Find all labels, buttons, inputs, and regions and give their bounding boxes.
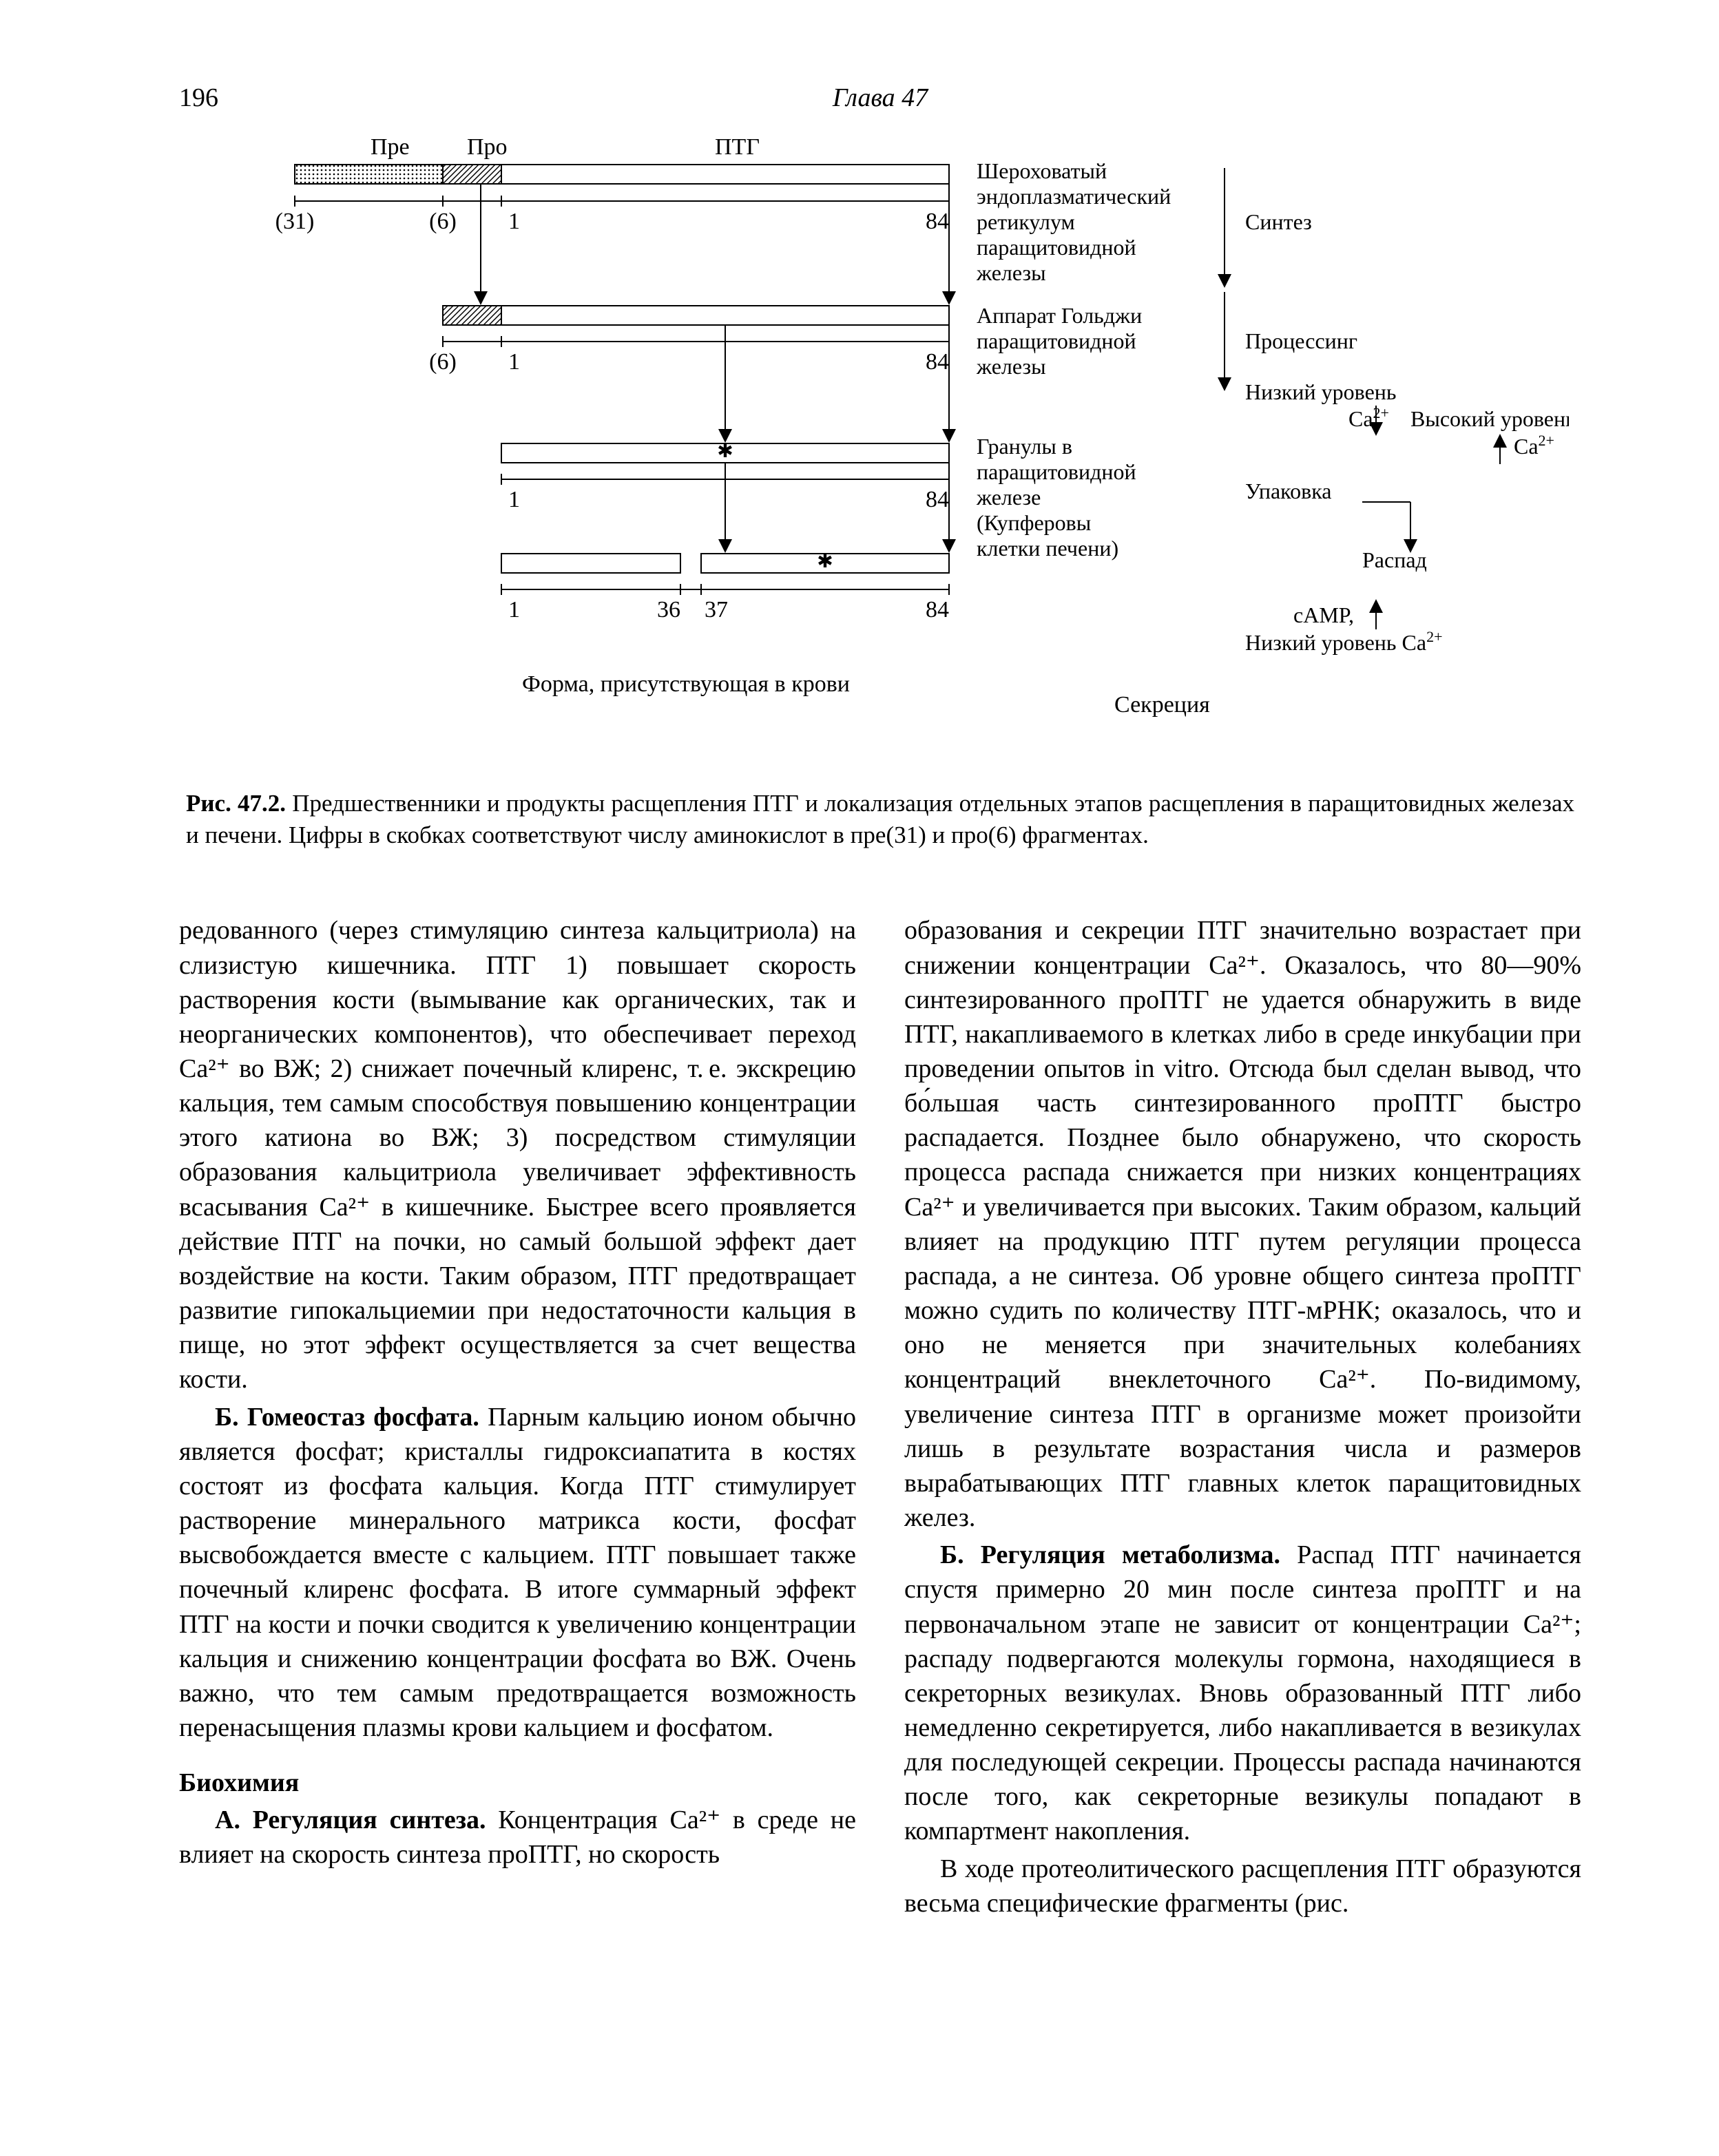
chapter-title: Глава 47 bbox=[262, 83, 1499, 113]
ca2-b: Ca2+ bbox=[1514, 432, 1554, 459]
r3-right: Упаковка bbox=[1245, 479, 1331, 503]
n84-3: 84 bbox=[926, 487, 949, 512]
n6-1: (6) bbox=[429, 209, 457, 234]
caption-text: Предшественники и продукты расщепления П… bbox=[186, 790, 1574, 848]
r1-line4: паращитовидной bbox=[977, 235, 1136, 260]
label-pre: Пре bbox=[371, 134, 410, 160]
r1-line1: Шероховатый bbox=[977, 158, 1107, 183]
l-h1: Биохимия bbox=[179, 1766, 856, 1800]
label-pro: Про bbox=[467, 134, 508, 160]
label-ptg: ПТГ bbox=[715, 134, 760, 160]
r3-line4: (Купферовы bbox=[977, 510, 1091, 535]
n84-2: 84 bbox=[926, 349, 949, 375]
r4-camp: cAMP, bbox=[1293, 603, 1354, 627]
r-p2-lead: Б. Регуляция метаболизма. bbox=[940, 1540, 1280, 1569]
figure-47-2: Пре Про ПТГ (31) (6) 1 84 bbox=[179, 127, 1581, 851]
n84-4: 84 bbox=[926, 597, 949, 622]
fig-row-2: (6) 1 84 bbox=[429, 306, 949, 440]
l-p1: редованного (через стимуляцию синтеза ка… bbox=[179, 913, 856, 1396]
column-right: образования и секреции ПТГ значительно в… bbox=[904, 913, 1581, 1923]
r2-line2: паращитовидной bbox=[977, 328, 1136, 353]
r3-line2: паращитовидной bbox=[977, 459, 1136, 484]
star-1: ✱ bbox=[717, 441, 733, 462]
r2-line3: железы bbox=[976, 354, 1046, 379]
body-columns: редованного (через стимуляцию синтеза ка… bbox=[179, 913, 1581, 1923]
r1-line3: ретикулум bbox=[977, 209, 1075, 234]
star-2: ✱ bbox=[817, 551, 833, 572]
r-p1: образования и секреции ПТГ значительно в… bbox=[904, 913, 1581, 1535]
caption-bold: Рис. 47.2. bbox=[186, 790, 286, 817]
r4-low-ca: Низкий уровень Ca2+ bbox=[1245, 628, 1442, 655]
n1-2: 1 bbox=[508, 349, 520, 375]
page: 196 Глава 47 Пре Про ПТГ bbox=[0, 0, 1719, 2156]
r3-line5: клетки печени) bbox=[977, 536, 1118, 561]
r3-line3: железе bbox=[976, 485, 1041, 510]
n1-4: 1 bbox=[508, 597, 520, 622]
figure-caption: Рис. 47.2. Предшественники и продукты ра… bbox=[186, 788, 1574, 851]
fig-row-1: Пре Про ПТГ (31) (6) 1 84 bbox=[275, 134, 949, 302]
n6-2: (6) bbox=[429, 349, 457, 375]
r-p2: Б. Регуляция метаболизма. Распад ПТГ нач… bbox=[904, 1538, 1581, 1848]
r-p2-body: Распад ПТГ начинается спустя примерно 20… bbox=[904, 1540, 1581, 1845]
r1-right: Синтез bbox=[1245, 209, 1312, 234]
r1-line2: эндоплазматический bbox=[977, 184, 1171, 209]
r1-line5: железы bbox=[976, 260, 1046, 285]
r3-line1: Гранулы в bbox=[977, 434, 1072, 459]
l-p3: А. Регуляция синтеза. Концентрация Ca²⁺ … bbox=[179, 1803, 856, 1872]
r-p3: В ходе протеолитического расщепления ПТГ… bbox=[904, 1852, 1581, 1920]
ca2-a: Ca2+ bbox=[1348, 404, 1389, 431]
l-p3-lead: А. Регуляция синтеза. bbox=[215, 1806, 486, 1834]
n84-1: 84 bbox=[926, 209, 949, 234]
n1-3: 1 bbox=[508, 487, 520, 512]
n37: 37 bbox=[705, 597, 728, 622]
n36: 36 bbox=[657, 597, 680, 622]
l-p2: Б. Гомеостаз фосфата. Парным кальцию ион… bbox=[179, 1400, 856, 1746]
l-p2-body: Парным кальцию ионом обычно является фос… bbox=[179, 1403, 856, 1742]
l-p2-lead: Б. Гомеостаз фосфата. bbox=[215, 1403, 479, 1432]
page-number: 196 bbox=[179, 83, 262, 113]
r2-line1: Аппарат Гольджи bbox=[977, 303, 1142, 328]
page-header: 196 Глава 47 bbox=[179, 83, 1581, 113]
n1-1: 1 bbox=[508, 209, 520, 234]
n31: (31) bbox=[275, 209, 315, 234]
fig-row-4: ✱ 1 36 37 84 bbox=[501, 551, 949, 622]
figure-svg: Пре Про ПТГ (31) (6) 1 84 bbox=[191, 127, 1569, 760]
r2-high: Высокий уровень bbox=[1410, 406, 1569, 431]
fig-row-3: ✱ 1 84 bbox=[501, 441, 949, 550]
r2-low: Низкий уровень bbox=[1245, 379, 1397, 404]
bottom-left-label: Форма, присутствующая в крови bbox=[522, 671, 850, 697]
secret-label: Секреция bbox=[1114, 692, 1210, 718]
r2-right: Процессинг bbox=[1245, 328, 1357, 353]
r4-right: Распад bbox=[1362, 547, 1427, 572]
column-left: редованного (через стимуляцию синтеза ка… bbox=[179, 913, 856, 1923]
